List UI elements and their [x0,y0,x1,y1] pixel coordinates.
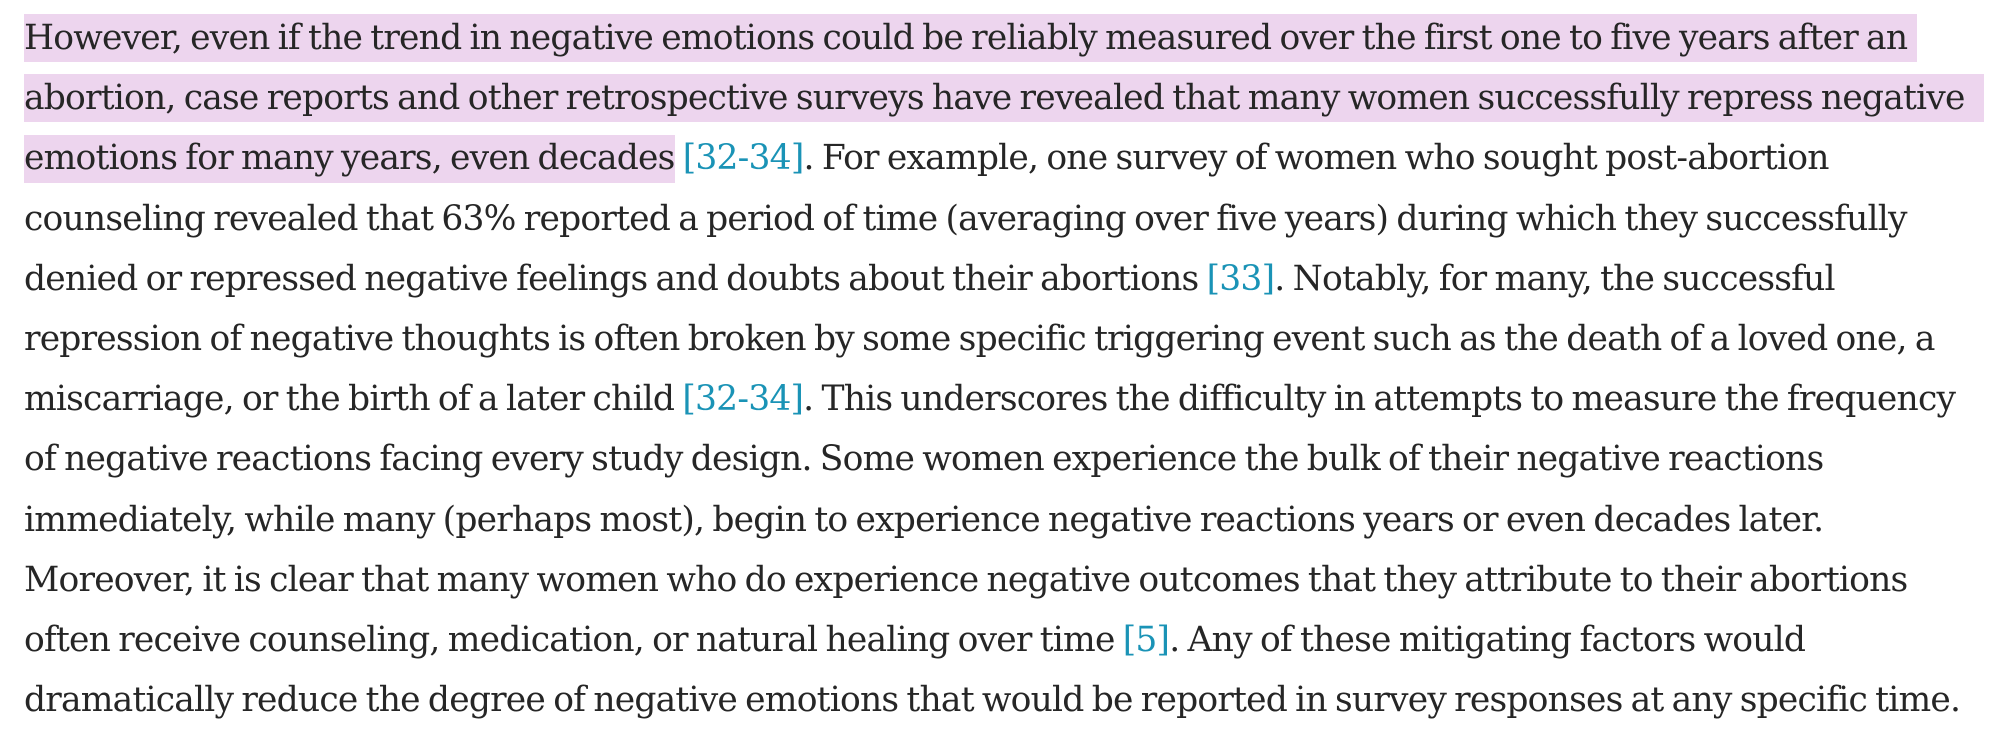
paragraph-line: emotions for many years, even decades [3… [24,128,2000,188]
highlighted-text: However, even if the trend in negative e… [24,14,1918,62]
text-segment: repression of negative thoughts is often… [24,318,1935,359]
text-segment: Moreover, it is clear that many women wh… [24,559,1908,600]
paragraph-line: abortion, case reports and other retrosp… [24,68,2000,128]
text-segment: dramatically reduce the degree of negati… [24,680,1961,721]
text-segment: . Any of these mitigating factors would [1169,619,1806,660]
citation-link[interactable]: [32-34] [682,138,805,179]
text-segment [675,138,683,178]
paragraph-line: repression of negative thoughts is often… [24,309,2000,369]
text-segment: immediately, while many (perhaps most), … [24,499,1824,540]
paragraph-line: miscarriage, or the birth of a later chi… [24,369,2000,429]
text-segment: counseling revealed that 63% reported a … [24,198,1907,239]
paragraph-line: of negative reactions facing every study… [24,429,2000,489]
text-segment: . For example, one survey of women who s… [803,138,1830,179]
text-segment: miscarriage, or the birth of a later chi… [24,379,683,420]
text-segment: denied or repressed negative feelings an… [24,258,1207,299]
article-paragraph: However, even if the trend in negative e… [24,8,2000,730]
highlighted-text: abortion, case reports and other retrosp… [24,74,1984,123]
paragraph-line: However, even if the trend in negative e… [24,8,2000,68]
paragraph-line: dramatically reduce the degree of negati… [24,670,2000,730]
text-segment: . Notably, for many, the successful [1274,258,1835,299]
paragraph-line: immediately, while many (perhaps most), … [24,490,2000,550]
text-segment: often receive counseling, medication, or… [24,619,1123,660]
paragraph-line: counseling revealed that 63% reported a … [24,189,2000,249]
text-segment: of negative reactions facing every study… [24,439,1824,480]
paragraph-line: Moreover, it is clear that many women wh… [24,550,2000,610]
citation-link[interactable]: [33] [1206,258,1275,299]
paragraph-line: often receive counseling, medication, or… [24,610,2000,670]
paragraph-line: denied or repressed negative feelings an… [24,249,2000,309]
citation-link[interactable]: [32-34] [682,379,804,420]
text-segment: . This underscores the difficulty in att… [803,379,1956,420]
highlighted-text: emotions for many years, even decades [24,135,675,184]
citation-link[interactable]: [5] [1122,619,1170,660]
